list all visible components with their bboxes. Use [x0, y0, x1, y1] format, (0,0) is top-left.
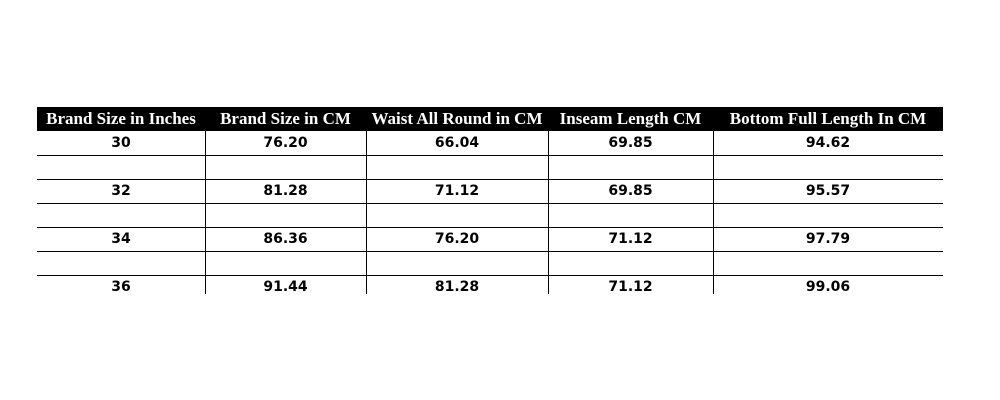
row-border — [37, 179, 943, 180]
table-cell: 81.28 — [434, 279, 480, 295]
table-cell: 97.79 — [805, 231, 851, 247]
header-cell: Waist All Round in CM — [371, 109, 543, 128]
table-cell: 32 — [111, 183, 131, 199]
table-cell: 69.85 — [608, 135, 653, 151]
table-cell: 66.04 — [434, 135, 480, 151]
table-cell: 30 — [111, 135, 131, 151]
table-cell: 71.12 — [608, 231, 653, 247]
table-cell: 86.36 — [263, 231, 308, 247]
column-border — [205, 131, 206, 294]
row-border — [37, 275, 943, 276]
table-cell: 76.20 — [434, 231, 480, 247]
table-cell: 69.85 — [608, 183, 653, 199]
column-border — [366, 131, 367, 294]
table-cell: 91.44 — [263, 279, 308, 295]
table-cell: 34 — [111, 231, 131, 247]
table-cell: 81.28 — [263, 183, 308, 199]
column-border — [713, 131, 714, 294]
row-border — [37, 155, 943, 156]
row-border — [37, 251, 943, 252]
table-cell: 76.20 — [263, 135, 308, 151]
table-cell: 71.12 — [434, 183, 480, 199]
table-cell: 95.57 — [805, 183, 851, 199]
header-cell: Bottom Full Length In CM — [729, 109, 927, 128]
table-cell: 94.62 — [805, 135, 851, 151]
header-cell: Inseam Length CM — [559, 109, 702, 128]
header-cell: Brand Size in CM — [220, 109, 351, 128]
row-border — [37, 227, 943, 228]
table-cell: 36 — [111, 279, 131, 295]
row-border — [37, 203, 943, 204]
column-border — [548, 131, 549, 294]
table-cell: 71.12 — [608, 279, 653, 295]
header-bar — [37, 107, 943, 131]
table-cell: 99.06 — [805, 279, 851, 295]
header-cell: Brand Size in Inches — [46, 109, 196, 128]
